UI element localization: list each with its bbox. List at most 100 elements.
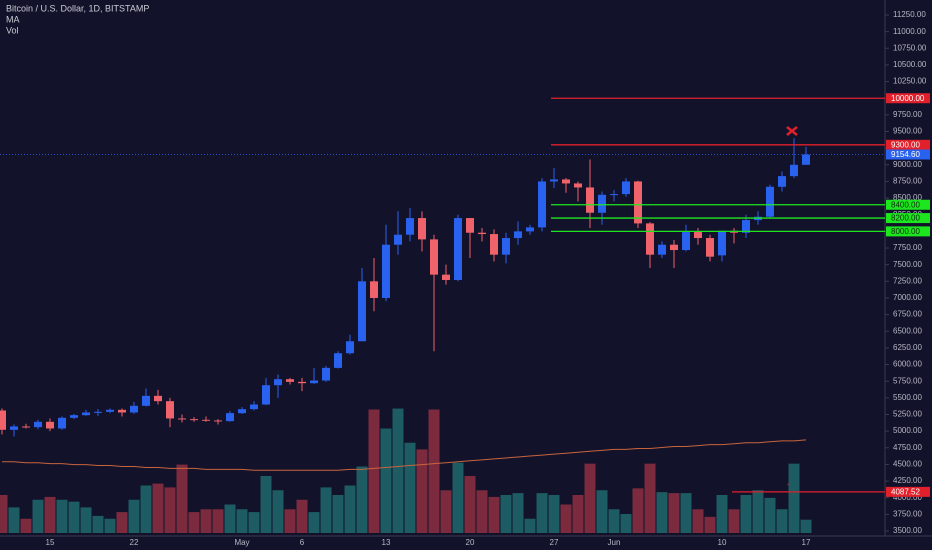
y-tick-label: 11000.00 — [893, 27, 926, 36]
candle-body — [610, 194, 618, 196]
y-tick-label: 9750.00 — [893, 110, 922, 119]
candle-body — [586, 187, 594, 213]
candle-body — [346, 341, 354, 354]
candle-body — [682, 232, 690, 251]
x-tick-label: 13 — [382, 538, 391, 547]
volume-bar — [788, 463, 800, 533]
candle — [250, 401, 258, 411]
candle-body — [430, 239, 438, 275]
volume-bar — [32, 499, 44, 533]
volume-bar — [92, 515, 104, 533]
candle-body — [250, 404, 258, 410]
candle-body — [34, 421, 42, 428]
candle-body — [598, 194, 606, 213]
y-tick-label: 5250.00 — [893, 410, 922, 419]
candle — [574, 181, 582, 202]
candle-body — [142, 395, 150, 406]
candle — [454, 214, 462, 282]
y-tick-label: 10250.00 — [893, 77, 927, 86]
candle-body — [130, 405, 138, 413]
candle-body — [118, 409, 126, 413]
volume-bar — [0, 495, 8, 533]
candle-body — [442, 274, 450, 280]
candle-body — [742, 220, 750, 233]
candle — [562, 178, 570, 193]
candle — [418, 211, 426, 252]
volume-bar — [512, 493, 524, 533]
candle-body — [370, 281, 378, 298]
x-tick-label: May — [234, 538, 249, 547]
candle — [274, 374, 282, 398]
volume-bar — [584, 463, 596, 533]
candle-body — [0, 410, 6, 430]
volume-bar — [404, 442, 416, 533]
candle — [514, 221, 522, 245]
volume-bar — [140, 485, 152, 533]
candle — [358, 268, 366, 342]
y-tick-label: 11250.00 — [893, 10, 926, 19]
y-tick-label: 7750.00 — [893, 243, 922, 252]
candle-body — [82, 412, 90, 416]
volume-bar — [248, 512, 260, 533]
y-tick-label: 5500.00 — [893, 393, 922, 402]
candle-body — [58, 417, 66, 429]
candle-body — [778, 176, 786, 187]
candle — [502, 232, 510, 264]
candle — [778, 171, 786, 192]
candle — [154, 389, 162, 405]
candle-body — [670, 244, 678, 251]
candle — [262, 377, 270, 406]
volume-bar — [716, 495, 728, 533]
volume-bar — [152, 483, 164, 533]
candle-body — [490, 234, 498, 255]
volume-bar — [776, 509, 788, 533]
last-price-label: 9154.60 — [891, 150, 920, 159]
candle-body — [94, 411, 102, 413]
volume-bar — [740, 495, 752, 533]
x-tick-label: 27 — [550, 538, 559, 547]
volume-bar — [596, 490, 608, 533]
candle — [166, 397, 174, 428]
candle — [658, 241, 666, 259]
volume-bar — [632, 488, 644, 533]
candle-body — [790, 164, 798, 177]
y-tick-label: 6250.00 — [893, 343, 922, 352]
volume-bar — [176, 464, 188, 533]
candle — [802, 146, 810, 165]
candle — [526, 224, 534, 235]
y-tick-label: 9500.00 — [893, 127, 922, 136]
candle — [706, 234, 714, 262]
indicator-label: Vol — [6, 25, 19, 35]
candle — [478, 228, 486, 242]
candle — [10, 424, 18, 437]
y-tick-label: 10750.00 — [893, 43, 927, 52]
candle-body — [718, 230, 726, 256]
level-label: 8400.00 — [891, 200, 920, 209]
candle-body — [202, 419, 210, 421]
x-tick-label: Jun — [608, 538, 621, 547]
volume-bar — [692, 509, 704, 533]
volume-bar — [332, 495, 344, 533]
volume-bar — [356, 466, 368, 533]
candle — [118, 408, 126, 417]
candle-body — [214, 420, 222, 422]
candle — [70, 413, 78, 420]
volume-bar — [392, 408, 404, 533]
volume-bar — [524, 518, 536, 533]
volume-bar — [104, 518, 116, 533]
candle — [34, 419, 42, 430]
candle-body — [574, 183, 582, 188]
candle-body — [10, 426, 18, 430]
candle — [226, 411, 234, 422]
y-tick-label: 4500.00 — [893, 460, 922, 469]
candle — [394, 211, 402, 255]
candle-body — [418, 218, 426, 240]
volume-bar — [296, 499, 308, 533]
candle-body — [562, 179, 570, 184]
candle — [382, 224, 390, 302]
candle-body — [310, 380, 318, 384]
candle — [58, 416, 66, 430]
candle — [298, 377, 306, 392]
volume-bar — [260, 476, 272, 533]
